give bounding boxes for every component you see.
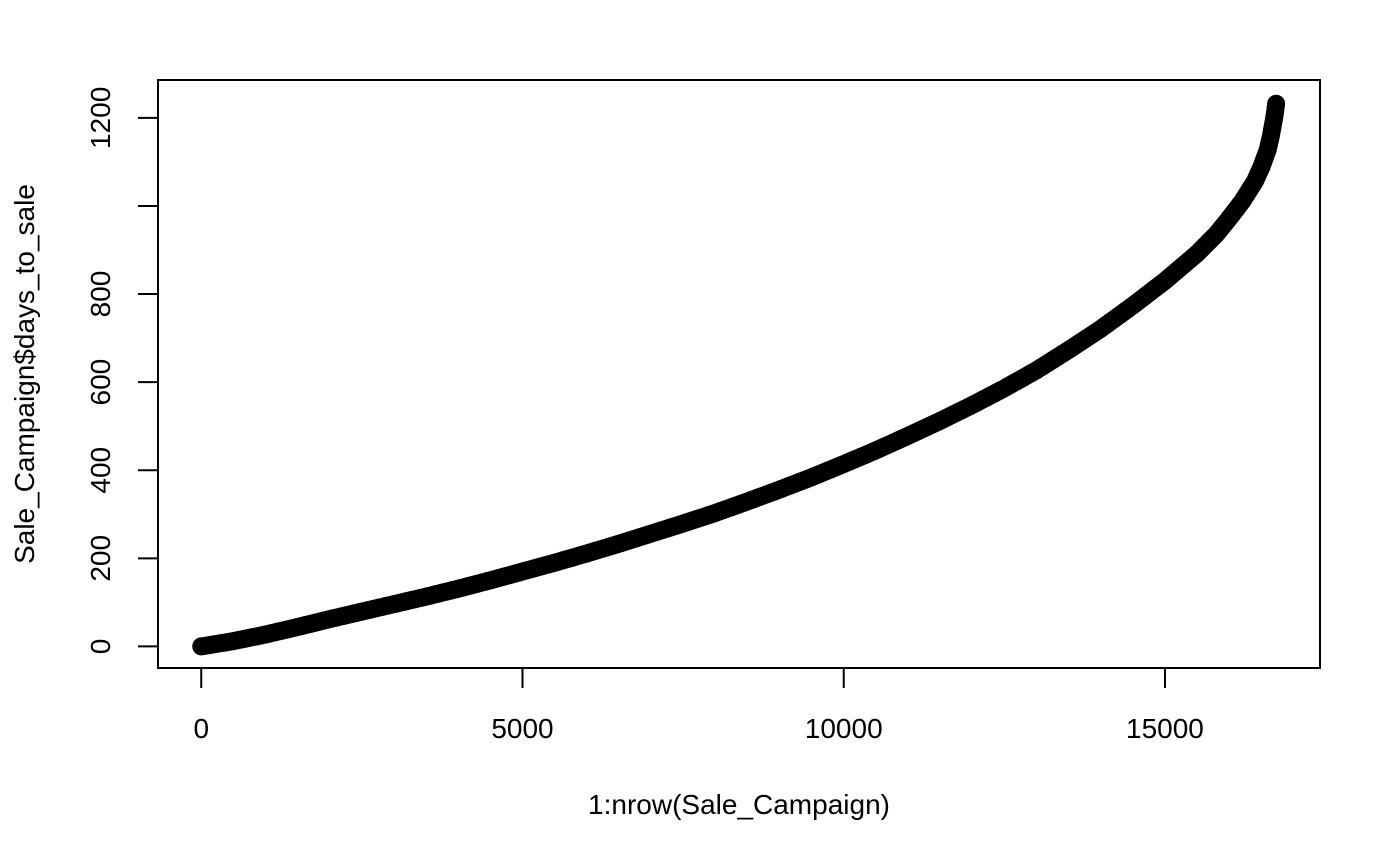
data-points xyxy=(192,94,1286,656)
data-point xyxy=(1267,94,1286,113)
y-tick-label: 0 xyxy=(85,639,116,655)
y-axis: 0 200 400 600 800 1200 xyxy=(85,87,159,655)
x-axis: 0 5000 10000 15000 xyxy=(193,667,1204,744)
x-tick-label: 0 xyxy=(193,713,209,744)
x-tick-label: 5000 xyxy=(491,713,553,744)
x-tick-label: 15000 xyxy=(1126,713,1204,744)
plot-frame xyxy=(157,79,1321,669)
x-tick-label: 10000 xyxy=(805,713,883,744)
y-axis-label: Sale_Campaign$days_to_sale xyxy=(9,184,40,564)
y-tick-label: 400 xyxy=(85,447,116,494)
y-tick-label: 200 xyxy=(85,535,116,582)
y-tick-label: 800 xyxy=(85,271,116,318)
y-tick-label: 600 xyxy=(85,359,116,406)
y-tick-label: 1200 xyxy=(85,87,116,149)
x-axis-label: 1:nrow(Sale_Campaign) xyxy=(588,789,890,820)
